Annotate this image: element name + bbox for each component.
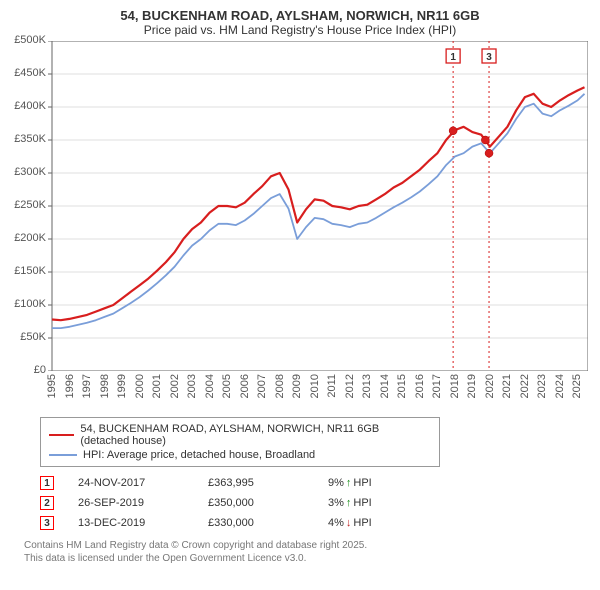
title-block: 54, BUCKENHAM ROAD, AYLSHAM, NORWICH, NR… bbox=[12, 8, 588, 37]
x-tick-label: 1996 bbox=[64, 374, 76, 404]
sale-marker: 3 bbox=[40, 516, 54, 530]
x-tick-label: 2002 bbox=[169, 374, 181, 404]
x-tick-label: 2007 bbox=[256, 374, 268, 404]
svg-text:3: 3 bbox=[486, 52, 492, 63]
y-tick-label: £400K bbox=[6, 100, 46, 112]
x-tick-label: 2012 bbox=[344, 374, 356, 404]
x-axis-labels: 1995 1996 1997 1998 1999 2000 2001 2002 2003 2004… bbox=[16, 371, 588, 411]
sale-row: 2 26-SEP-2019£350,0003%↑ HPI bbox=[40, 493, 588, 513]
x-tick-label: 2008 bbox=[274, 374, 286, 404]
legend-swatch bbox=[49, 454, 77, 456]
svg-text:1: 1 bbox=[450, 52, 456, 63]
legend-item: 54, BUCKENHAM ROAD, AYLSHAM, NORWICH, NR… bbox=[49, 422, 431, 448]
arrow-icon: ↑ bbox=[346, 497, 352, 509]
y-tick-label: £250K bbox=[6, 199, 46, 211]
y-tick-label: £50K bbox=[6, 331, 46, 343]
sales-table: 1 24-NOV-2017£363,9959%↑ HPI 2 26-SEP-2019£… bbox=[40, 473, 588, 533]
sale-pct: 4%↓ HPI bbox=[328, 517, 408, 529]
legend-label: 54, BUCKENHAM ROAD, AYLSHAM, NORWICH, NR… bbox=[80, 423, 431, 447]
x-tick-label: 2013 bbox=[361, 374, 373, 404]
y-tick-label: £500K bbox=[6, 34, 46, 46]
x-tick-label: 2024 bbox=[554, 374, 566, 404]
legend-box: 54, BUCKENHAM ROAD, AYLSHAM, NORWICH, NR… bbox=[40, 417, 440, 467]
sale-marker: 2 bbox=[40, 496, 54, 510]
sale-price: £363,995 bbox=[208, 477, 328, 489]
sale-price: £350,000 bbox=[208, 497, 328, 509]
x-tick-label: 2006 bbox=[239, 374, 251, 404]
x-tick-label: 2000 bbox=[134, 374, 146, 404]
attribution: Contains HM Land Registry data © Crown c… bbox=[24, 539, 588, 565]
chart-svg: 13 bbox=[16, 41, 588, 371]
sale-date: 24-NOV-2017 bbox=[78, 477, 208, 489]
x-tick-label: 1999 bbox=[116, 374, 128, 404]
x-tick-label: 2003 bbox=[186, 374, 198, 404]
sale-marker: 1 bbox=[40, 476, 54, 490]
sale-date: 13-DEC-2019 bbox=[78, 517, 208, 529]
legend-swatch bbox=[49, 434, 74, 436]
x-tick-label: 2009 bbox=[291, 374, 303, 404]
sale-pct: 9%↑ HPI bbox=[328, 477, 408, 489]
x-tick-label: 2022 bbox=[519, 374, 531, 404]
x-tick-label: 2019 bbox=[466, 374, 478, 404]
y-tick-label: £300K bbox=[6, 166, 46, 178]
title-subtitle: Price paid vs. HM Land Registry's House … bbox=[12, 23, 588, 37]
x-tick-label: 1998 bbox=[99, 374, 111, 404]
x-tick-label: 2018 bbox=[449, 374, 461, 404]
attribution-line2: This data is licensed under the Open Gov… bbox=[24, 552, 588, 565]
arrow-icon: ↓ bbox=[346, 517, 352, 529]
x-tick-label: 2020 bbox=[484, 374, 496, 404]
x-tick-label: 1997 bbox=[81, 374, 93, 404]
sale-row: 3 13-DEC-2019£330,0004%↓ HPI bbox=[40, 513, 588, 533]
title-address: 54, BUCKENHAM ROAD, AYLSHAM, NORWICH, NR… bbox=[12, 8, 588, 23]
arrow-icon: ↑ bbox=[346, 477, 352, 489]
chart-container: 54, BUCKENHAM ROAD, AYLSHAM, NORWICH, NR… bbox=[0, 0, 600, 571]
x-tick-label: 2021 bbox=[501, 374, 513, 404]
x-tick-label: 2001 bbox=[151, 374, 163, 404]
x-tick-label: 2017 bbox=[431, 374, 443, 404]
y-tick-label: £150K bbox=[6, 265, 46, 277]
plot-area: 13 £0£50K£100K£150K£200K£250K£300K£350K£… bbox=[16, 41, 588, 371]
x-tick-label: 2015 bbox=[396, 374, 408, 404]
x-tick-label: 2025 bbox=[571, 374, 583, 404]
x-tick-label: 2023 bbox=[536, 374, 548, 404]
sale-price: £330,000 bbox=[208, 517, 328, 529]
sale-row: 1 24-NOV-2017£363,9959%↑ HPI bbox=[40, 473, 588, 493]
y-tick-label: £450K bbox=[6, 67, 46, 79]
y-tick-label: £100K bbox=[6, 298, 46, 310]
x-tick-label: 2011 bbox=[326, 374, 338, 404]
x-tick-label: 2010 bbox=[309, 374, 321, 404]
x-tick-label: 2016 bbox=[414, 374, 426, 404]
y-tick-label: £350K bbox=[6, 133, 46, 145]
sale-pct: 3%↑ HPI bbox=[328, 497, 408, 509]
legend-item: HPI: Average price, detached house, Broa… bbox=[49, 448, 431, 462]
x-tick-label: 2005 bbox=[221, 374, 233, 404]
x-tick-label: 2004 bbox=[204, 374, 216, 404]
attribution-line1: Contains HM Land Registry data © Crown c… bbox=[24, 539, 588, 552]
legend-label: HPI: Average price, detached house, Broa… bbox=[83, 449, 315, 461]
x-tick-label: 2014 bbox=[379, 374, 391, 404]
x-tick-label: 1995 bbox=[46, 374, 58, 404]
y-tick-label: £200K bbox=[6, 232, 46, 244]
sale-date: 26-SEP-2019 bbox=[78, 497, 208, 509]
